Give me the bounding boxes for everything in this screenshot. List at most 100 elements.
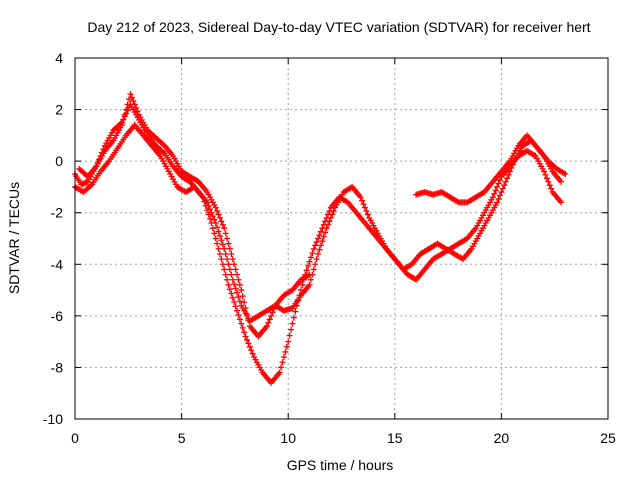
data-point bbox=[307, 276, 314, 283]
data-point bbox=[306, 271, 313, 278]
data-point bbox=[241, 299, 248, 306]
data-point bbox=[229, 276, 236, 283]
data-point bbox=[236, 298, 243, 305]
data-point bbox=[236, 281, 243, 288]
data-point bbox=[222, 271, 229, 278]
y-tick-label: -8 bbox=[51, 359, 64, 375]
data-point bbox=[245, 340, 252, 347]
data-point bbox=[286, 332, 293, 339]
data-point bbox=[204, 199, 211, 206]
data-point bbox=[214, 207, 221, 214]
data-point bbox=[208, 220, 215, 227]
data-point bbox=[215, 245, 222, 252]
data-point bbox=[270, 305, 277, 312]
data-point bbox=[216, 214, 223, 221]
y-tick-label: 0 bbox=[55, 153, 63, 169]
data-point bbox=[292, 308, 299, 315]
data-point bbox=[322, 218, 329, 225]
data-point bbox=[558, 178, 565, 185]
data-point bbox=[222, 250, 229, 257]
data-point bbox=[218, 218, 225, 225]
data-point bbox=[297, 287, 304, 294]
data-point bbox=[363, 207, 370, 214]
series-track-b bbox=[72, 122, 565, 386]
plot-frame bbox=[74, 57, 609, 420]
data-point bbox=[499, 185, 506, 192]
series-track-c bbox=[76, 91, 313, 340]
data-point bbox=[239, 324, 246, 331]
data-point bbox=[248, 347, 255, 354]
data-point bbox=[310, 245, 317, 252]
data-point bbox=[232, 303, 239, 310]
x-tick-label: 25 bbox=[600, 430, 616, 446]
data-point bbox=[542, 171, 549, 178]
data-point bbox=[288, 326, 295, 333]
data-point bbox=[229, 256, 236, 263]
data-point bbox=[359, 197, 366, 204]
data-point bbox=[305, 263, 312, 270]
data-point bbox=[238, 287, 245, 294]
data-point bbox=[364, 211, 371, 218]
data-point bbox=[234, 307, 241, 314]
data-point bbox=[219, 241, 226, 248]
data-point bbox=[226, 245, 233, 252]
data-point bbox=[225, 261, 232, 268]
data-point bbox=[216, 250, 223, 257]
data-point bbox=[361, 204, 368, 211]
data-point bbox=[242, 333, 249, 340]
data-point bbox=[236, 316, 243, 323]
data-point bbox=[224, 235, 231, 242]
data-point bbox=[324, 211, 331, 218]
data-point bbox=[268, 312, 275, 319]
data-point bbox=[219, 221, 226, 228]
data-point bbox=[228, 271, 235, 278]
chart-title: Day 212 of 2023, Sidereal Day-to-day VTE… bbox=[87, 19, 590, 35]
data-point bbox=[316, 232, 323, 239]
data-point bbox=[249, 350, 256, 357]
data-point bbox=[312, 261, 319, 268]
data-point bbox=[494, 199, 501, 206]
data-point bbox=[215, 228, 222, 235]
data-point bbox=[306, 258, 313, 265]
data-point bbox=[202, 202, 209, 209]
data-point bbox=[548, 185, 555, 192]
axis-ticks bbox=[74, 57, 609, 420]
data-point bbox=[239, 293, 246, 300]
data-point bbox=[315, 250, 322, 257]
y-tick-label: 4 bbox=[55, 50, 63, 66]
data-point bbox=[205, 211, 212, 218]
data-point bbox=[235, 311, 242, 318]
data-point bbox=[541, 168, 548, 175]
data-point bbox=[296, 292, 303, 299]
y-tick-label: -6 bbox=[51, 308, 64, 324]
data-point bbox=[221, 245, 228, 252]
data-point bbox=[319, 238, 326, 245]
data-point bbox=[360, 201, 367, 208]
data-point bbox=[133, 104, 140, 111]
data-point bbox=[279, 359, 286, 366]
data-point bbox=[225, 240, 232, 247]
data-point bbox=[312, 242, 319, 249]
data-point bbox=[282, 348, 289, 355]
x-axis-label: GPS time / hours bbox=[287, 457, 394, 473]
data-point bbox=[121, 111, 128, 118]
data-point bbox=[226, 286, 233, 293]
data-point bbox=[228, 290, 235, 297]
x-tick-label: 10 bbox=[280, 430, 296, 446]
data-point bbox=[211, 216, 218, 223]
data-point bbox=[290, 314, 297, 321]
data-point bbox=[229, 294, 236, 301]
data-point bbox=[323, 214, 330, 221]
data-point bbox=[123, 106, 130, 113]
data-points bbox=[72, 91, 569, 386]
data-point bbox=[232, 285, 239, 292]
x-tick-label: 15 bbox=[387, 430, 403, 446]
data-point bbox=[219, 261, 226, 268]
x-tick-label: 20 bbox=[494, 430, 510, 446]
data-point bbox=[231, 281, 238, 288]
y-tick-label: 2 bbox=[55, 102, 63, 118]
data-point bbox=[218, 256, 225, 263]
data-point bbox=[216, 232, 223, 239]
